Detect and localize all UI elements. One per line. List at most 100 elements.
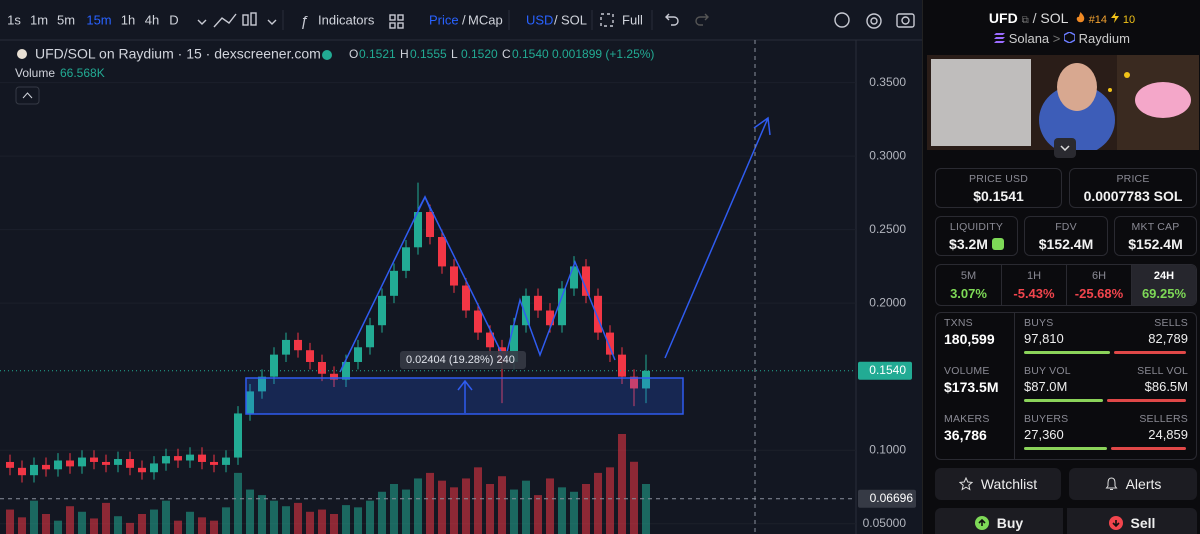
- alerts-button[interactable]: Alerts: [1069, 468, 1197, 500]
- expand-button[interactable]: [1054, 138, 1076, 158]
- candle-body: [114, 459, 122, 465]
- redo-icon: [695, 13, 709, 26]
- drawings: [245, 116, 771, 415]
- volume-bar: [366, 500, 374, 534]
- dropdown-icon[interactable]: [197, 19, 207, 25]
- volume-bar: [606, 467, 614, 534]
- candle-body: [522, 295, 530, 326]
- buy-label: Buy: [996, 515, 1024, 531]
- timeframe-tab[interactable]: 5M 3.07%: [936, 265, 1001, 305]
- interval-button[interactable]: 1m: [30, 12, 48, 27]
- pair-symbol: UFD: [988, 10, 1018, 26]
- candle-body: [318, 361, 326, 374]
- volume-bar: [174, 520, 182, 534]
- interval-button[interactable]: D: [169, 12, 178, 27]
- candle-icon[interactable]: [242, 14, 249, 26]
- snapshot-icon[interactable]: [896, 13, 915, 28]
- copy-icon[interactable]: ⧉: [1021, 15, 1029, 26]
- candle-body: [618, 354, 626, 377]
- bolt-icon: [1110, 12, 1119, 23]
- layout-icon[interactable]: [389, 14, 396, 21]
- volume-bar: [102, 502, 110, 534]
- candle-body: [426, 212, 434, 238]
- txn-value: $173.5M: [944, 379, 999, 395]
- volume-bar: [402, 489, 410, 534]
- undo-icon[interactable]: [665, 13, 679, 26]
- chart-type-icon[interactable]: [213, 13, 237, 28]
- sol-toggle[interactable]: SOL: [561, 12, 587, 27]
- sell-button[interactable]: Sell: [1067, 508, 1197, 534]
- candle-body: [330, 373, 338, 380]
- volume-bar: [18, 517, 26, 534]
- y-tick-label: 0.1000: [869, 442, 906, 456]
- watchlist-button[interactable]: Watchlist: [935, 468, 1061, 500]
- timeframe-label: 24H: [1153, 270, 1175, 282]
- usd-toggle[interactable]: USD: [526, 12, 553, 27]
- volume-bar: [30, 500, 38, 534]
- sell-arrow: [1111, 520, 1120, 528]
- volume-bar: [222, 507, 230, 534]
- volume-bar: [390, 484, 398, 534]
- volume-bar: [90, 518, 98, 534]
- collapse-button[interactable]: [15, 86, 40, 105]
- stat-label: LIQUIDITY: [949, 221, 1004, 233]
- volume-bar: [510, 489, 518, 534]
- candle-body: [594, 295, 602, 333]
- mcap-toggle[interactable]: MCap: [468, 12, 503, 27]
- chain-icon: [994, 33, 1006, 43]
- settings-icon[interactable]: [866, 13, 882, 29]
- volume-bar: [66, 506, 74, 534]
- candle-body: [42, 464, 50, 470]
- interval-button[interactable]: 15m: [86, 12, 111, 27]
- volume-bar: [6, 509, 14, 534]
- layout-icon: [397, 22, 404, 29]
- full-button[interactable]: Full: [622, 12, 643, 27]
- interval-button[interactable]: 1h: [121, 12, 135, 27]
- fullscreen-icon[interactable]: [600, 13, 614, 27]
- interval-button[interactable]: 5m: [57, 12, 75, 27]
- volume-bar: [438, 480, 446, 534]
- measure-label: 0.02404 (19.28%) 240: [406, 354, 515, 366]
- price-toggle[interactable]: Price: [429, 12, 459, 27]
- dex-name: Raydium: [1078, 31, 1130, 46]
- collapse-icon: [22, 92, 33, 99]
- dropdown-icon[interactable]: [267, 19, 277, 25]
- buy-button[interactable]: Buy: [935, 508, 1063, 534]
- y-tick-label: 0.3000: [869, 148, 906, 162]
- candle-body: [294, 339, 302, 351]
- candle-body: [390, 270, 398, 296]
- buy-value: $87.0M: [1024, 379, 1068, 394]
- interval-button[interactable]: 4h: [145, 12, 159, 27]
- timeframe-tab[interactable]: 6H -25.68%: [1066, 265, 1131, 305]
- layout-icon: [389, 22, 396, 29]
- thumbnail-person: [1039, 85, 1115, 150]
- timeframe-tab[interactable]: 1H -5.43%: [1001, 265, 1066, 305]
- chevron-icon: [1060, 145, 1070, 151]
- volume-bar: [318, 509, 326, 534]
- candle-icon[interactable]: [250, 12, 257, 26]
- fx-icon[interactable]: ƒ: [300, 13, 308, 30]
- bell-icon: [1105, 477, 1118, 490]
- buy-icon: [974, 516, 989, 530]
- buy-value: 27,360: [1024, 427, 1064, 442]
- interval-button[interactable]: 1s: [7, 12, 21, 27]
- buy-value: 97,810: [1024, 331, 1064, 346]
- buy-bar: [1024, 351, 1110, 354]
- dex-shape: [1063, 31, 1076, 44]
- crosshair-tag: [858, 489, 916, 508]
- volume-bar: [162, 500, 170, 534]
- chart: 0.05000 0.1000 0.2000 0.2500 0.3000 0.3500 0.…: [0, 10, 922, 534]
- candle-body: [174, 456, 182, 461]
- alert-icon[interactable]: [834, 12, 850, 28]
- star-icon: [958, 477, 973, 491]
- volume-bar: [282, 506, 290, 534]
- thumbnail-mascot: [1135, 82, 1191, 118]
- timeframe-tab[interactable]: 24H 69.25%: [1131, 265, 1196, 305]
- stat-box: MKT CAP $152.4M: [1114, 216, 1197, 256]
- volume-bar: [642, 484, 650, 534]
- chevron: [1060, 145, 1070, 151]
- indicators-button[interactable]: Indicators: [318, 12, 375, 27]
- last-price-tag: [858, 361, 912, 380]
- video-thumbnail[interactable]: [927, 55, 1199, 150]
